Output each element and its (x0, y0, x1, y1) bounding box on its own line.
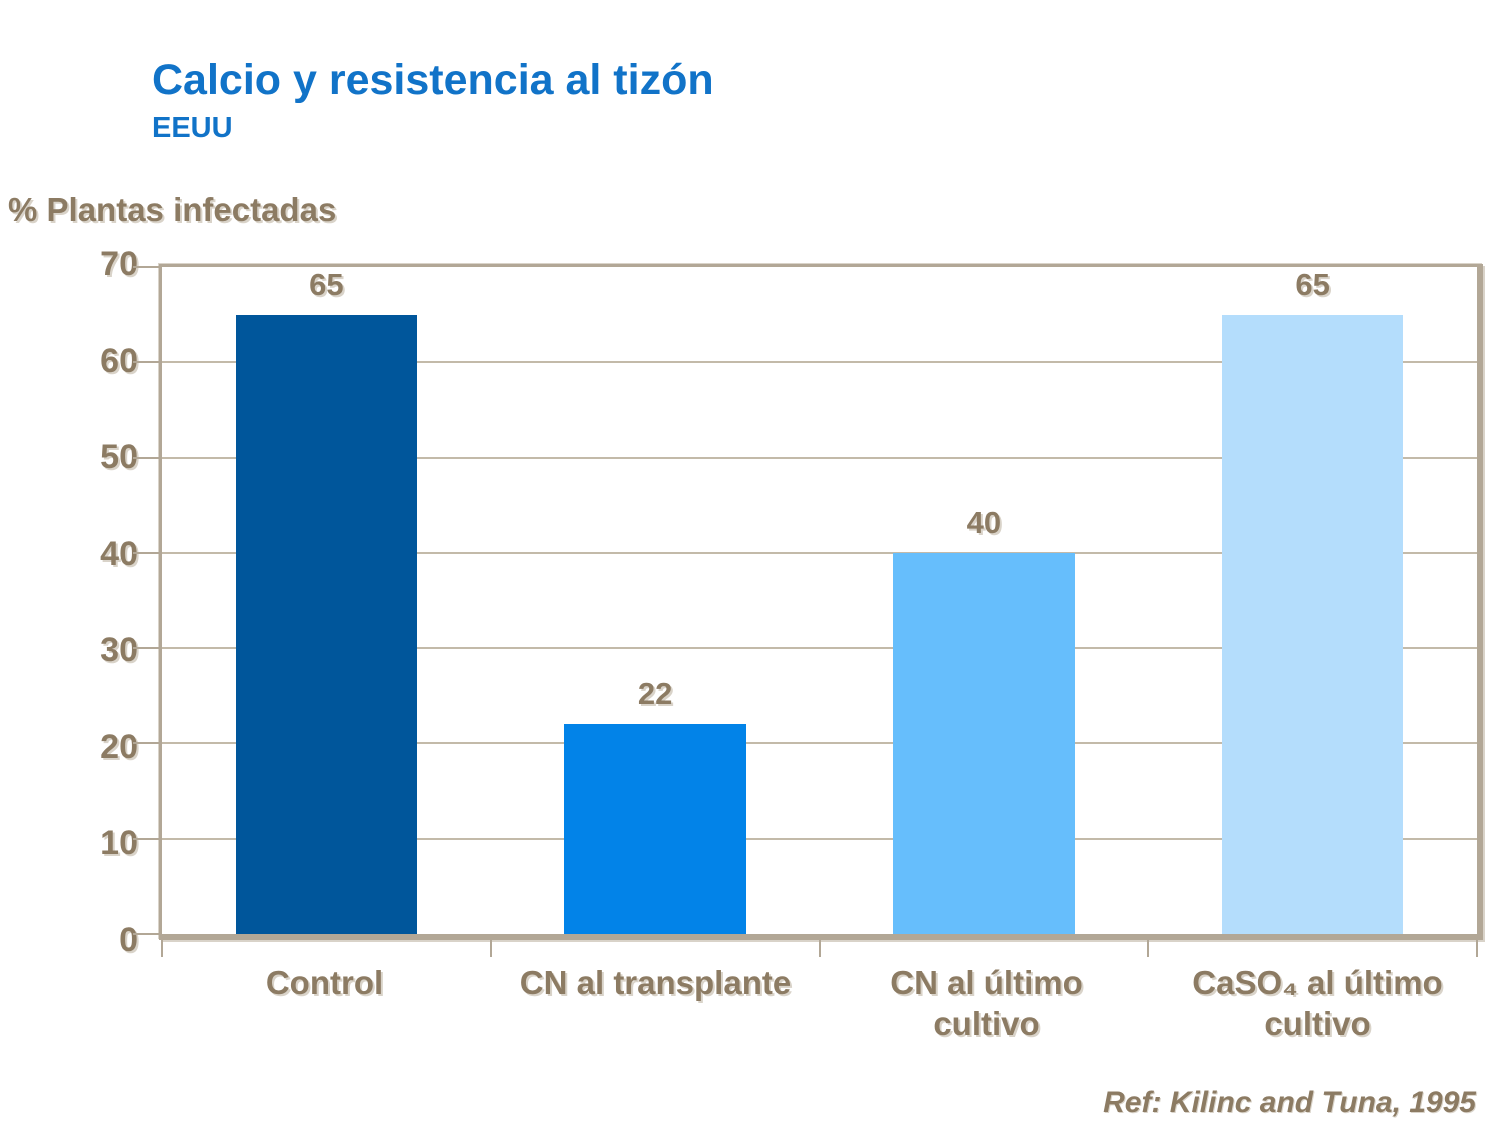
slide-subtitle: EEUU (152, 112, 233, 144)
bar-value-label: 65 (1295, 266, 1330, 302)
bar (235, 314, 418, 934)
gridline (162, 551, 1477, 554)
x-axis-tick (1476, 940, 1478, 957)
y-axis-title: % Plantas infectadas (8, 191, 337, 228)
gridline (162, 742, 1477, 745)
slide-title: Calcio y resistencia al tizón (152, 56, 714, 104)
x-axis-tick (161, 940, 163, 957)
y-axis-tick (133, 551, 159, 554)
gridline (162, 837, 1477, 840)
gridline (162, 361, 1477, 364)
x-axis-tick (1147, 940, 1150, 957)
y-axis-tick-label: 50 (100, 438, 138, 477)
y-axis-tick (133, 933, 159, 935)
x-category-label-text: Control (265, 964, 384, 1001)
x-category-label-text: CN al último cultivo (890, 964, 1083, 1043)
x-category-label: Control (159, 962, 490, 1045)
bar (893, 552, 1075, 934)
reference-text: Ref: Kilinc and Tuna, 1995 (1103, 1086, 1476, 1119)
y-axis-tick (133, 837, 159, 840)
x-category-label-text: CN al transplante (519, 964, 792, 1001)
y-axis-tick-label: 70 (100, 245, 138, 283)
y-axis-tick-labels: 0 10 20 30 40 50 60 70 (0, 247, 138, 957)
x-category-label: CN al último cultivo (821, 962, 1152, 1045)
y-axis-tick-label: 20 (100, 727, 138, 766)
gridline (162, 456, 1477, 459)
x-category-label-text: CaSO₄ al último cultivo (1192, 964, 1443, 1043)
x-category-label: CaSO₄ al último cultivo (1152, 962, 1483, 1045)
y-axis-tick-label: 10 (100, 824, 138, 863)
bar-value-label: 65 (309, 266, 344, 302)
y-axis-tick (133, 742, 159, 745)
bar (1221, 314, 1404, 934)
y-axis-tick-label: 0 (119, 921, 138, 959)
bar-value-label: 22 (637, 676, 673, 712)
bar (564, 724, 746, 934)
y-axis-tick (133, 361, 159, 364)
x-axis-tick (818, 940, 821, 957)
y-axis-tick-label: 40 (100, 534, 138, 573)
plot-area: 65 22 40 65 (133, 264, 1483, 957)
y-axis-tick-label: 60 (100, 341, 138, 380)
x-category-label: CN al transplante (490, 962, 821, 1045)
gridline (162, 647, 1477, 650)
y-axis-tick-label: 30 (100, 631, 138, 670)
x-axis-category-labels: Control CN al transplante CN al último cul… (159, 962, 1483, 1045)
x-axis-tick (489, 940, 492, 957)
bar-value-label: 40 (966, 504, 1002, 540)
y-axis-tick (133, 266, 159, 268)
y-axis-tick (133, 456, 159, 459)
y-axis-tick (133, 647, 159, 650)
